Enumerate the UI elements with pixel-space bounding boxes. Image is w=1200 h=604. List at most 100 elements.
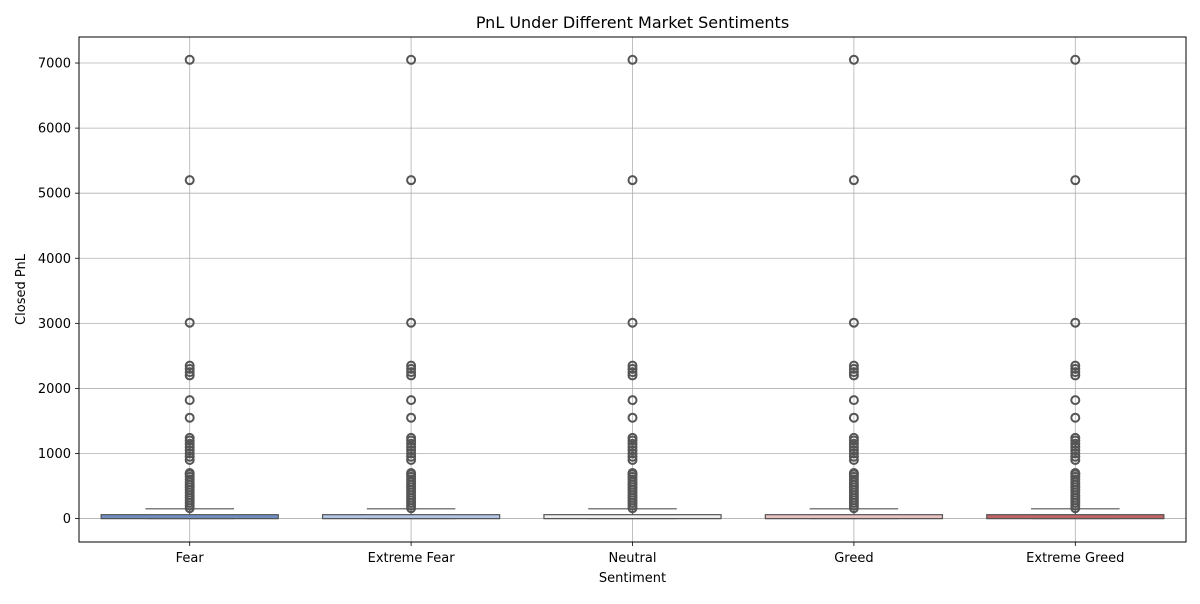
outlier-point — [848, 438, 859, 449]
y-axis-label: Closed PnL — [14, 253, 29, 325]
outlier-point — [848, 441, 859, 452]
outlier-point — [848, 317, 859, 328]
outlier-point — [848, 367, 859, 378]
outlier-point — [406, 445, 417, 456]
outlier-point — [406, 360, 417, 371]
y-tick-label: 6000 — [38, 122, 71, 137]
outlier-point — [627, 451, 638, 462]
outlier-point — [406, 175, 417, 186]
outlier-point — [1070, 455, 1081, 466]
y-tick-label: 2000 — [38, 382, 71, 397]
outlier-point — [1070, 395, 1081, 406]
outlier-point — [848, 395, 859, 406]
outlier-point — [627, 395, 638, 406]
outlier-point — [184, 448, 195, 459]
outlier-point — [184, 451, 195, 462]
x-tick-label: Extreme Greed — [1026, 551, 1124, 566]
outlier-point — [848, 445, 859, 456]
outlier-point — [627, 370, 638, 381]
outlier-point — [848, 54, 859, 65]
outlier-point — [184, 441, 195, 452]
outlier-point — [184, 468, 195, 479]
outlier-point — [184, 367, 195, 378]
outlier-point — [848, 175, 859, 186]
outlier-point — [406, 448, 417, 459]
outlier-point — [848, 363, 859, 374]
outlier-point — [1070, 367, 1081, 378]
outlier-point — [627, 367, 638, 378]
outliers — [184, 54, 1081, 514]
outlier-point — [1070, 448, 1081, 459]
outlier-point — [848, 432, 859, 443]
outlier-point — [406, 441, 417, 452]
outlier-point — [627, 438, 638, 449]
outlier-point — [406, 468, 417, 479]
outlier-point — [406, 412, 417, 423]
outlier-point — [184, 317, 195, 328]
outlier-point — [1070, 432, 1081, 443]
outlier-point — [406, 367, 417, 378]
outlier-point — [406, 54, 417, 65]
outlier-point — [627, 441, 638, 452]
y-tick-label: 5000 — [38, 187, 71, 202]
outlier-point — [848, 370, 859, 381]
outlier-point — [184, 432, 195, 443]
outlier-point — [184, 363, 195, 374]
outlier-point — [627, 468, 638, 479]
outlier-point — [848, 455, 859, 466]
outlier-point — [627, 445, 638, 456]
outlier-point — [1070, 451, 1081, 462]
outlier-point — [848, 448, 859, 459]
outlier-point — [627, 360, 638, 371]
outlier-point — [627, 412, 638, 423]
y-tick-label: 7000 — [38, 57, 71, 72]
outlier-point — [848, 412, 859, 423]
outlier-point — [1070, 438, 1081, 449]
outlier-point — [406, 363, 417, 374]
outlier-point — [1070, 468, 1081, 479]
y-tick-label: 0 — [63, 512, 71, 527]
outlier-point — [406, 317, 417, 328]
outlier-point — [406, 451, 417, 462]
outlier-point — [1070, 445, 1081, 456]
outlier-point — [184, 175, 195, 186]
axes: 0 1000 2000 3000 4000 5000 6000 7000 Fear Extreme… — [38, 57, 1125, 566]
outlier-point — [406, 438, 417, 449]
outlier-point — [1070, 360, 1081, 371]
y-tick-label: 4000 — [38, 252, 71, 267]
outlier-point — [184, 438, 195, 449]
outlier-point — [406, 455, 417, 466]
outlier-point — [848, 360, 859, 371]
x-tick-label: Extreme Fear — [368, 551, 456, 566]
y-tick-label: 1000 — [38, 447, 71, 462]
outlier-point — [848, 451, 859, 462]
outlier-point — [184, 412, 195, 423]
x-tick-label: Neutral — [609, 551, 657, 566]
x-tick-label: Greed — [834, 551, 873, 566]
outlier-point — [1070, 175, 1081, 186]
outlier-point — [627, 54, 638, 65]
outlier-point — [184, 54, 195, 65]
y-tick-label: 3000 — [38, 317, 71, 332]
outlier-point — [848, 468, 859, 479]
outlier-point — [406, 395, 417, 406]
outlier-point — [1070, 54, 1081, 65]
outlier-point — [1070, 441, 1081, 452]
x-axis-label: Sentiment — [599, 571, 666, 586]
outlier-point — [627, 455, 638, 466]
outlier-point — [184, 395, 195, 406]
outlier-point — [1070, 370, 1081, 381]
outlier-point — [627, 175, 638, 186]
outlier-point — [184, 370, 195, 381]
outlier-point — [1070, 412, 1081, 423]
outlier-point — [406, 432, 417, 443]
outlier-point — [627, 448, 638, 459]
outlier-point — [406, 370, 417, 381]
outlier-point — [1070, 363, 1081, 374]
outlier-point — [627, 363, 638, 374]
outlier-point — [184, 445, 195, 456]
outlier-point — [627, 432, 638, 443]
outlier-point — [1070, 317, 1081, 328]
